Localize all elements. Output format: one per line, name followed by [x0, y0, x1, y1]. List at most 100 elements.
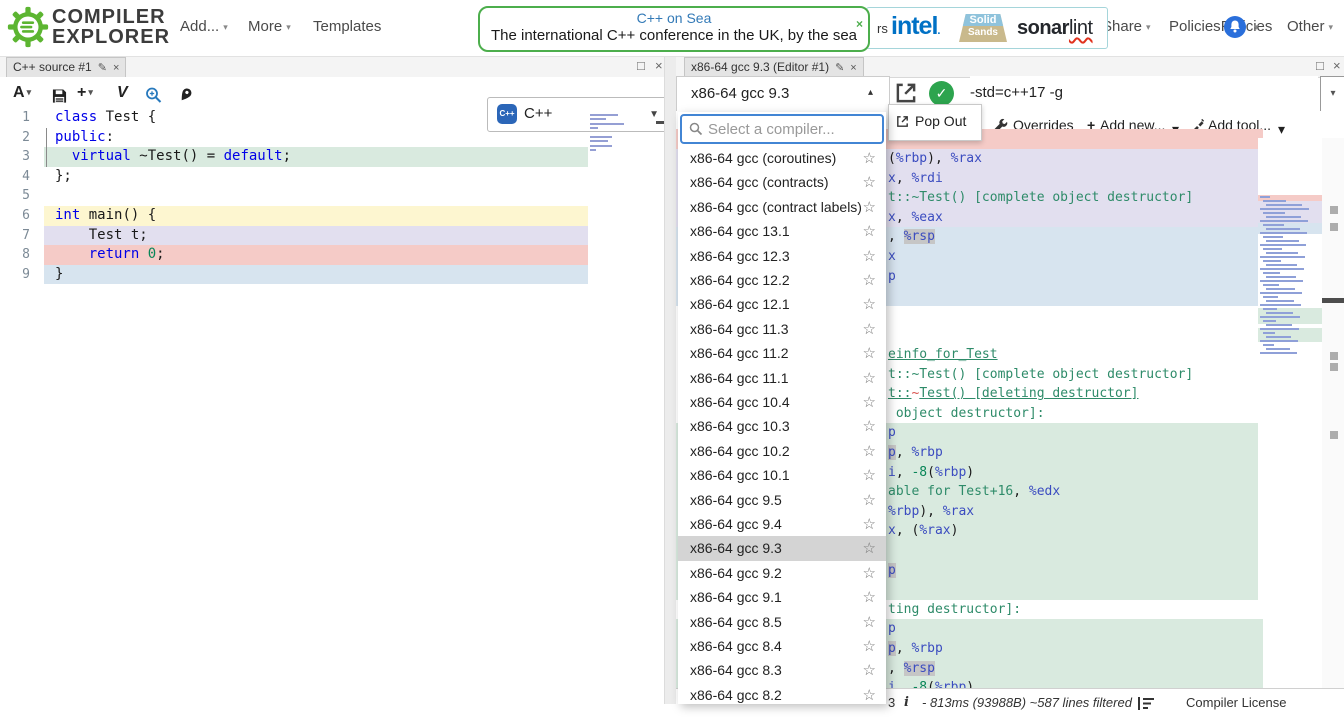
code-token: object destructor]: — [888, 405, 1045, 421]
compiler-option[interactable]: x86-64 gcc (contracts) ☆ — [678, 170, 886, 194]
favorite-star-icon[interactable]: ☆ — [862, 613, 876, 631]
favorite-star-icon[interactable]: ☆ — [862, 150, 876, 167]
favorite-star-icon[interactable]: ☆ — [862, 198, 876, 216]
compiler-options-input[interactable]: -std=c++17 -g — [970, 76, 1318, 110]
rename-icon[interactable]: ✎ — [97, 62, 107, 74]
menu-more[interactable]: More ▾ — [248, 18, 291, 35]
compiler-option[interactable]: x86-64 gcc (coroutines) ☆ — [678, 146, 886, 170]
favorite-star-icon[interactable]: ☆ — [862, 223, 876, 241]
minimap-line — [1260, 244, 1306, 246]
favorite-star-icon[interactable]: ☆ — [862, 686, 876, 704]
tab-source[interactable]: C++ source #1 ✎ × — [6, 57, 127, 77]
favorite-star-icon[interactable]: ☆ — [862, 247, 876, 265]
favorite-star-icon[interactable]: ☆ — [862, 174, 876, 192]
add-tool-button[interactable]: Add tool... — [1208, 117, 1272, 133]
font-size-button[interactable]: A ▾ — [13, 84, 32, 101]
compiler-option[interactable]: x86-64 gcc 9.1 ☆ — [678, 585, 886, 609]
compiler-license-link[interactable]: Compiler License — [1186, 695, 1287, 710]
sonarlint-logo[interactable]: sonarlint — [1017, 17, 1093, 39]
source-minimap[interactable] — [588, 112, 640, 158]
compiler-option[interactable]: x86-64 gcc 8.3 ☆ — [678, 658, 886, 682]
line-number: 5 — [22, 188, 30, 204]
compiler-option[interactable]: x86-64 gcc 10.2 ☆ — [678, 439, 886, 463]
favorite-star-icon[interactable]: ☆ — [862, 320, 876, 338]
asm-symbol-link-line[interactable]: t::~Test() [deleting destructor] — [676, 384, 1263, 404]
compiler-option[interactable]: x86-64 gcc 9.2 ☆ — [678, 561, 886, 585]
compiler-select[interactable]: x86-64 gcc 9.3 ▴ — [676, 76, 890, 112]
favorite-star-icon[interactable]: ☆ — [862, 589, 876, 607]
compiler-search-input[interactable]: Select a compiler... — [680, 114, 884, 144]
compiler-option[interactable]: x86-64 gcc 8.2 ☆ — [678, 683, 886, 704]
favorite-star-icon[interactable]: ☆ — [862, 345, 876, 363]
compiler-option[interactable]: x86-64 gcc 10.1 ☆ — [678, 463, 886, 487]
close-tab-icon[interactable]: × — [850, 62, 857, 74]
code-token: default — [223, 148, 283, 165]
policies-caret[interactable]: ▾ — [1250, 18, 1259, 35]
compiler-option[interactable]: x86-64 gcc 12.2 ☆ — [678, 268, 886, 292]
favorite-star-icon[interactable]: ☆ — [862, 564, 876, 582]
compiler-option[interactable]: x86-64 gcc 10.4 ☆ — [678, 390, 886, 414]
favorite-star-icon[interactable]: ☆ — [862, 394, 876, 411]
favorite-star-icon[interactable]: ☆ — [862, 662, 876, 680]
compiler-option[interactable]: x86-64 gcc 10.3 ☆ — [678, 414, 886, 438]
favorite-star-icon[interactable]: ☆ — [862, 638, 876, 655]
search-zoom-icon[interactable] — [145, 85, 162, 105]
notification-bell-icon[interactable] — [1224, 16, 1246, 38]
compiler-option[interactable]: x86-64 gcc 11.1 ☆ — [678, 366, 886, 390]
favorite-star-icon[interactable]: ☆ — [862, 272, 876, 289]
menu-templates[interactable]: Templates — [313, 18, 382, 35]
compiler-option[interactable]: x86-64 gcc 8.5 ☆ — [678, 610, 886, 634]
compiler-explorer-gear-icon[interactable] — [7, 6, 49, 48]
close-pane-icon[interactable]: × — [1333, 58, 1341, 73]
source-editor-pane: C++ source #1 ✎ × □ × A ▾ + ▾ V C++ — [0, 56, 672, 704]
rename-icon[interactable]: ✎ — [835, 62, 845, 74]
cursor-jump-icon[interactable] — [177, 85, 194, 105]
compiler-option[interactable]: x86-64 gcc 9.4 ☆ — [678, 512, 886, 536]
save-icon[interactable] — [52, 86, 67, 106]
menu-other[interactable]: Other ▾ — [1287, 18, 1334, 35]
compiler-option[interactable]: x86-64 gcc 9.3 ☆ — [678, 536, 886, 561]
favorite-star-icon[interactable]: ☆ — [862, 296, 876, 314]
vim-mode-button[interactable]: V — [117, 84, 128, 101]
compiler-option[interactable]: x86-64 gcc 11.3 ☆ — [678, 317, 886, 341]
favorite-star-icon[interactable]: ☆ — [862, 418, 876, 436]
maximize-pane-icon[interactable]: □ — [1316, 58, 1324, 73]
favorite-star-icon[interactable]: ☆ — [862, 467, 876, 485]
add-new-button[interactable]: Add new... — [1100, 117, 1166, 133]
overrides-button[interactable]: Overrides — [1013, 117, 1074, 133]
asm-symbol-link-line[interactable]: einfo_for_Test — [676, 345, 1263, 365]
options-dropdown-button[interactable]: ▾ — [1320, 76, 1344, 112]
compiler-option[interactable]: x86-64 gcc 12.1 ☆ — [678, 292, 886, 316]
compiler-option[interactable]: x86-64 gcc (contract labels) ☆ — [678, 195, 886, 219]
favorite-star-icon[interactable]: ☆ — [862, 516, 876, 533]
compiler-option[interactable]: x86-64 gcc 13.1 ☆ — [678, 219, 886, 243]
favorite-star-icon[interactable]: ☆ — [862, 369, 876, 387]
asm-line: t::~Test() [complete object destructor] — [676, 365, 1263, 385]
solid-sands-logo[interactable]: Solid Sands — [959, 14, 1007, 42]
compile-ok-badge[interactable]: ✓ — [929, 81, 954, 106]
banner-close-icon[interactable]: × — [855, 17, 863, 31]
favorite-star-icon[interactable]: ☆ — [862, 491, 876, 509]
compiler-option[interactable]: x86-64 gcc 9.5 ☆ — [678, 488, 886, 512]
asm-overview-ruler[interactable] — [1322, 138, 1344, 688]
add-pane-button[interactable]: + ▾ — [77, 84, 93, 101]
compiler-option[interactable]: x86-64 gcc 12.3 ☆ — [678, 244, 886, 268]
info-icon[interactable]: i — [904, 695, 909, 710]
close-tab-icon[interactable]: × — [112, 62, 120, 74]
conference-banner[interactable]: C++ on Sea The international C++ confere… — [478, 6, 870, 52]
close-pane-icon[interactable]: × — [655, 58, 663, 73]
tab-compiler[interactable]: x86-64 gcc 9.3 (Editor #1) ✎ × — [684, 57, 864, 77]
banner-title-link[interactable]: C++ on Sea — [636, 10, 712, 26]
maximize-pane-icon[interactable]: □ — [637, 58, 645, 73]
menu-add[interactable]: Add... ▾ — [180, 18, 228, 35]
compiler-option[interactable]: x86-64 gcc 8.4 ☆ — [678, 634, 886, 658]
menu-share[interactable]: Share ▾ — [1102, 18, 1151, 35]
popout-button-icon[interactable] — [892, 80, 920, 106]
app-logo[interactable]: COMPILER EXPLORER — [52, 7, 170, 47]
language-select[interactable]: C++ C++ ▼ — [487, 97, 672, 132]
intel-logo[interactable]: intel. — [891, 12, 941, 40]
favorite-star-icon[interactable]: ☆ — [862, 540, 876, 558]
favorite-star-icon[interactable]: ☆ — [862, 442, 876, 460]
asm-minimap[interactable] — [1258, 138, 1322, 618]
compiler-option[interactable]: x86-64 gcc 11.2 ☆ — [678, 341, 886, 365]
